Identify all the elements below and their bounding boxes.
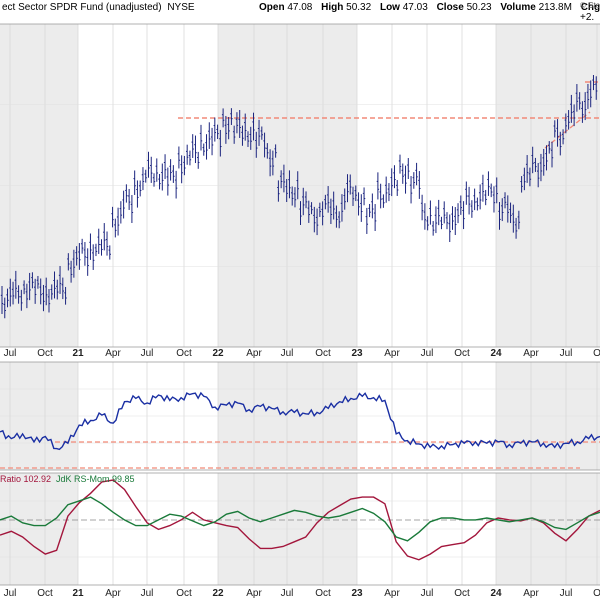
high-label: High: [321, 2, 344, 13]
x-tick-label: Apr: [384, 588, 400, 599]
x-tick-label: 23: [351, 588, 363, 599]
x-tick-label: Apr: [246, 348, 262, 359]
axes: Jul Oct 21 Apr Jul Oct 22 Apr Jul Oct 23 Apr Jul Oct 2…: [4, 348, 600, 599]
panel-borders: [0, 23, 600, 586]
price-series: [0, 75, 600, 319]
x-tick-label: Apr: [384, 348, 400, 359]
x-tick-label: Jul: [4, 588, 17, 599]
low-label: Low: [379, 2, 400, 13]
x-tick-label: 24: [490, 348, 502, 359]
ohlc-readout: Open 47.08 High 50.32 Low 47.03 Close 50…: [259, 2, 600, 13]
x-tick-label: Jul: [4, 348, 17, 359]
volume-value: 213.8M: [538, 2, 572, 13]
x-tick-label: 24: [490, 588, 502, 599]
x-tick-label: O: [593, 348, 600, 359]
x-tick-label: 22: [212, 588, 224, 599]
x-tick-label: Oct: [176, 588, 192, 599]
x-tick-label: Jul: [281, 588, 294, 599]
source-credit: © Stoc: [580, 1, 600, 10]
x-tick-label: Apr: [246, 588, 262, 599]
x-tick-label: Apr: [523, 348, 539, 359]
x-tick-label: Oct: [454, 348, 470, 359]
x-tick-label: 21: [72, 348, 84, 359]
x-tick-label: 23: [351, 348, 363, 359]
x-tick-label: Jul: [421, 588, 434, 599]
chg-label: Chg: [580, 2, 600, 13]
grid-lines: [0, 24, 600, 585]
high-value: 50.32: [346, 2, 372, 13]
x-tick-label: Jul: [560, 588, 573, 599]
close-value: 50.23: [466, 2, 492, 13]
x-tick-label: Oct: [37, 348, 53, 359]
x-tick-label: Jul: [141, 348, 154, 359]
x-tick-label: Jul: [421, 348, 434, 359]
x-tick-label: Jul: [281, 348, 294, 359]
x-tick-label: O: [593, 588, 600, 599]
open-label: Open: [259, 2, 285, 13]
x-tick-label: Apr: [105, 588, 121, 599]
ratio-line: [0, 391, 600, 451]
x-tick-label: Oct: [315, 588, 331, 599]
x-tick-label: Apr: [523, 588, 539, 599]
close-label: Close: [436, 2, 464, 13]
x-tick-label: Jul: [560, 348, 573, 359]
x-tick-label: 22: [212, 348, 224, 359]
change-readout: +2.: [580, 12, 594, 23]
low-value: 47.03: [402, 2, 428, 13]
rs-mom-line: [0, 496, 600, 542]
x-tick-label: Oct: [176, 348, 192, 359]
rs-ratio-label: Ratio 102.92: [0, 474, 51, 484]
x-tick-label: Oct: [315, 348, 331, 359]
volume-label: Volume: [500, 2, 536, 13]
x-tick-label: 21: [72, 588, 84, 599]
open-value: 47.08: [287, 2, 313, 13]
exchange-label: NYSE: [167, 2, 195, 13]
x-tick-label: Oct: [37, 588, 53, 599]
source-text: © Stoc: [580, 1, 600, 10]
x-tick-label: Jul: [141, 588, 154, 599]
x-tick-label: Oct: [454, 588, 470, 599]
rrg-series: [0, 479, 600, 561]
x-tick-label: Apr: [105, 348, 121, 359]
ratio-series: [0, 391, 600, 469]
rs-ratio-line: [0, 479, 600, 561]
rs-mom-label: JdK RS-Mom 99.85: [56, 474, 135, 484]
chart-title: ect Sector SPDR Fund (unadjusted): [2, 2, 162, 13]
chart-header: ect Sector SPDR Fund (unadjusted) NYSE: [2, 2, 195, 13]
chg-value: +2.: [580, 12, 595, 23]
